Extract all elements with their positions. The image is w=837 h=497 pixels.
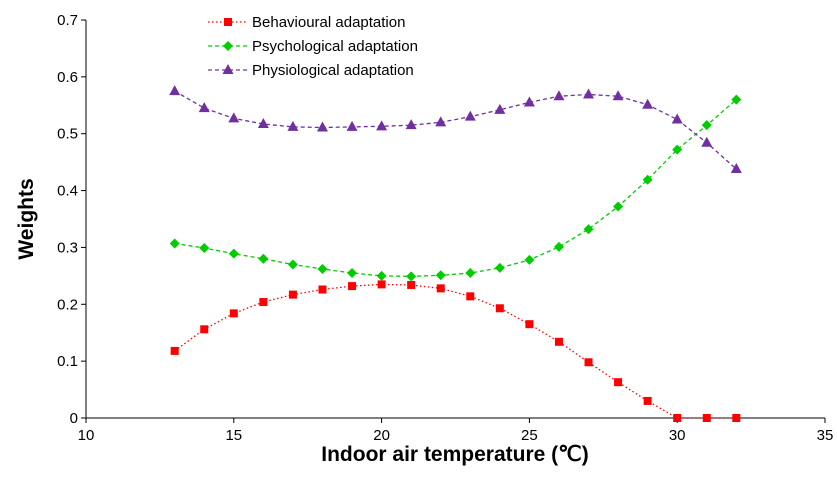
data-point [494,262,505,273]
data-point [198,102,210,113]
legend: Behavioural adaptation Psychological adap… [208,14,418,79]
data-point [259,298,268,307]
legend-label: Psychological adaptation [252,38,418,55]
y-tick-label: 0.7 [57,12,78,29]
data-point [287,120,299,131]
data-point [169,85,181,96]
x-tick-label: 35 [817,427,834,444]
y-tick-label: 0.1 [57,353,78,370]
y-tick-label: 0.6 [57,69,78,86]
legend-marker [224,18,232,26]
data-point [348,282,357,291]
data-point [553,241,564,252]
data-point [377,280,386,289]
data-point [466,292,475,301]
data-point [406,271,417,282]
data-point [288,290,297,299]
data-point [287,259,298,270]
data-point [228,112,240,123]
legend-label: Behavioural adaptation [252,14,405,31]
data-point [583,224,594,235]
x-tick-label: 25 [521,427,538,444]
y-tick-label: 0.2 [57,296,78,313]
data-point [465,268,476,279]
data-point [732,414,741,422]
y-tick-label: 0 [70,410,78,427]
data-point [525,320,534,329]
y-tick-label: 0.3 [57,239,78,256]
data-point [257,118,269,129]
y-axis-title: Weights [15,178,38,259]
x-tick-label: 15 [225,427,242,444]
data-point [554,337,563,346]
data-point [701,136,713,147]
data-point [671,113,683,124]
data-point [318,285,327,294]
x-axis-title: Indoor air temperature (℃) [321,443,588,466]
data-point [553,90,565,101]
x-tick-label: 30 [669,427,686,444]
data-point [642,174,653,185]
y-tick-label: 0.4 [57,183,78,200]
data-point [435,116,447,127]
data-point [436,284,445,293]
data-point [495,304,504,313]
data-point [258,253,269,264]
legend-item: Behavioural adaptation [208,14,405,31]
data-point [346,120,358,131]
x-tick-label: 10 [78,427,95,444]
data-point [702,414,711,422]
series-line [174,90,737,170]
data-point [407,280,416,289]
data-point [613,201,624,212]
data-point [524,254,535,265]
y-axis-ticks: 0 0.1 0.2 0.3 0.4 0.5 0.6 0.7 [57,12,86,427]
y-tick-label: 0.5 [57,126,78,143]
legend-marker [223,41,233,51]
data-point [405,119,417,130]
data-point [583,88,595,99]
legend-marker [222,64,234,74]
legend-item: Physiological adaptation [208,62,414,79]
data-point [229,309,238,318]
series-1 [170,280,741,422]
data-point [464,110,476,121]
plot-area: 10 15 20 25 30 35 0 0.1 0.2 0.3 0.4 0.5 0.6 0.7 [57,12,833,444]
data-point [376,120,388,131]
x-axis-ticks: 10 15 20 25 30 35 [78,418,834,444]
data-point [317,264,328,275]
data-point [376,270,387,281]
data-point [169,238,180,249]
data-point [199,242,210,253]
data-point [672,144,683,155]
data-point [435,270,446,281]
data-point [228,248,239,259]
data-point [494,103,506,114]
data-point [523,96,535,107]
data-point [347,268,358,279]
data-point [643,396,652,405]
data-point [730,162,742,173]
data-point [731,94,742,105]
data-point [614,378,623,387]
series-2 [169,94,742,282]
legend-item: Psychological adaptation [208,38,418,55]
series-layer [169,85,742,422]
x-tick-label: 20 [373,427,390,444]
data-point [642,98,654,109]
legend-label: Physiological adaptation [252,62,414,79]
data-point [612,90,624,101]
data-point [316,121,328,132]
data-point [673,414,682,422]
series-line [174,99,737,278]
series-line [174,283,737,419]
data-point [584,358,593,367]
data-point [170,346,179,355]
data-point [701,120,712,131]
data-point [200,325,209,334]
series-3 [169,85,742,173]
